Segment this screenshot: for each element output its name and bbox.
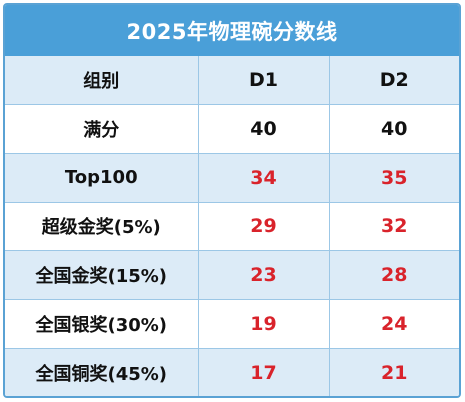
row-d1-value: 40 [198, 104, 330, 154]
row-label: 满分 [5, 104, 199, 154]
table-row: 全国银奖(30%) 19 24 [5, 299, 459, 349]
score-table: 组别 D1 D2 满分 40 40 Top100 34 35 超级金奖(5%) … [5, 56, 459, 396]
table-row: 超级金奖(5%) 29 32 [5, 202, 459, 252]
table-row: Top100 34 35 [5, 153, 459, 203]
row-d2-value: 28 [329, 250, 459, 300]
score-table-card: 2025年物理碗分数线 组别 D1 D2 满分 40 40 Top100 34 … [3, 3, 461, 398]
row-label: Top100 [5, 153, 199, 203]
row-d2-value: 32 [329, 202, 459, 252]
row-d2-value: 35 [329, 153, 459, 203]
header-group: 组别 [5, 56, 199, 106]
table-row: 全国铜奖(45%) 17 21 [5, 348, 459, 396]
row-d1-value: 29 [198, 202, 330, 252]
row-label: 全国金奖(15%) [5, 250, 199, 300]
header-row: 组别 D1 D2 [5, 56, 459, 106]
row-d2-value: 24 [329, 299, 459, 349]
row-d1-value: 17 [198, 348, 330, 396]
row-d1-value: 19 [198, 299, 330, 349]
row-d2-value: 21 [329, 348, 459, 396]
row-label: 全国铜奖(45%) [5, 348, 199, 396]
header-d2: D2 [329, 56, 459, 106]
header-d1: D1 [198, 56, 330, 106]
table-row: 满分 40 40 [5, 104, 459, 154]
row-label: 全国银奖(30%) [5, 299, 199, 349]
row-d1-value: 23 [198, 250, 330, 300]
row-d1-value: 34 [198, 153, 330, 203]
table-title: 2025年物理碗分数线 [5, 5, 459, 56]
row-label: 超级金奖(5%) [5, 202, 199, 252]
table-row: 全国金奖(15%) 23 28 [5, 250, 459, 300]
row-d2-value: 40 [329, 104, 459, 154]
